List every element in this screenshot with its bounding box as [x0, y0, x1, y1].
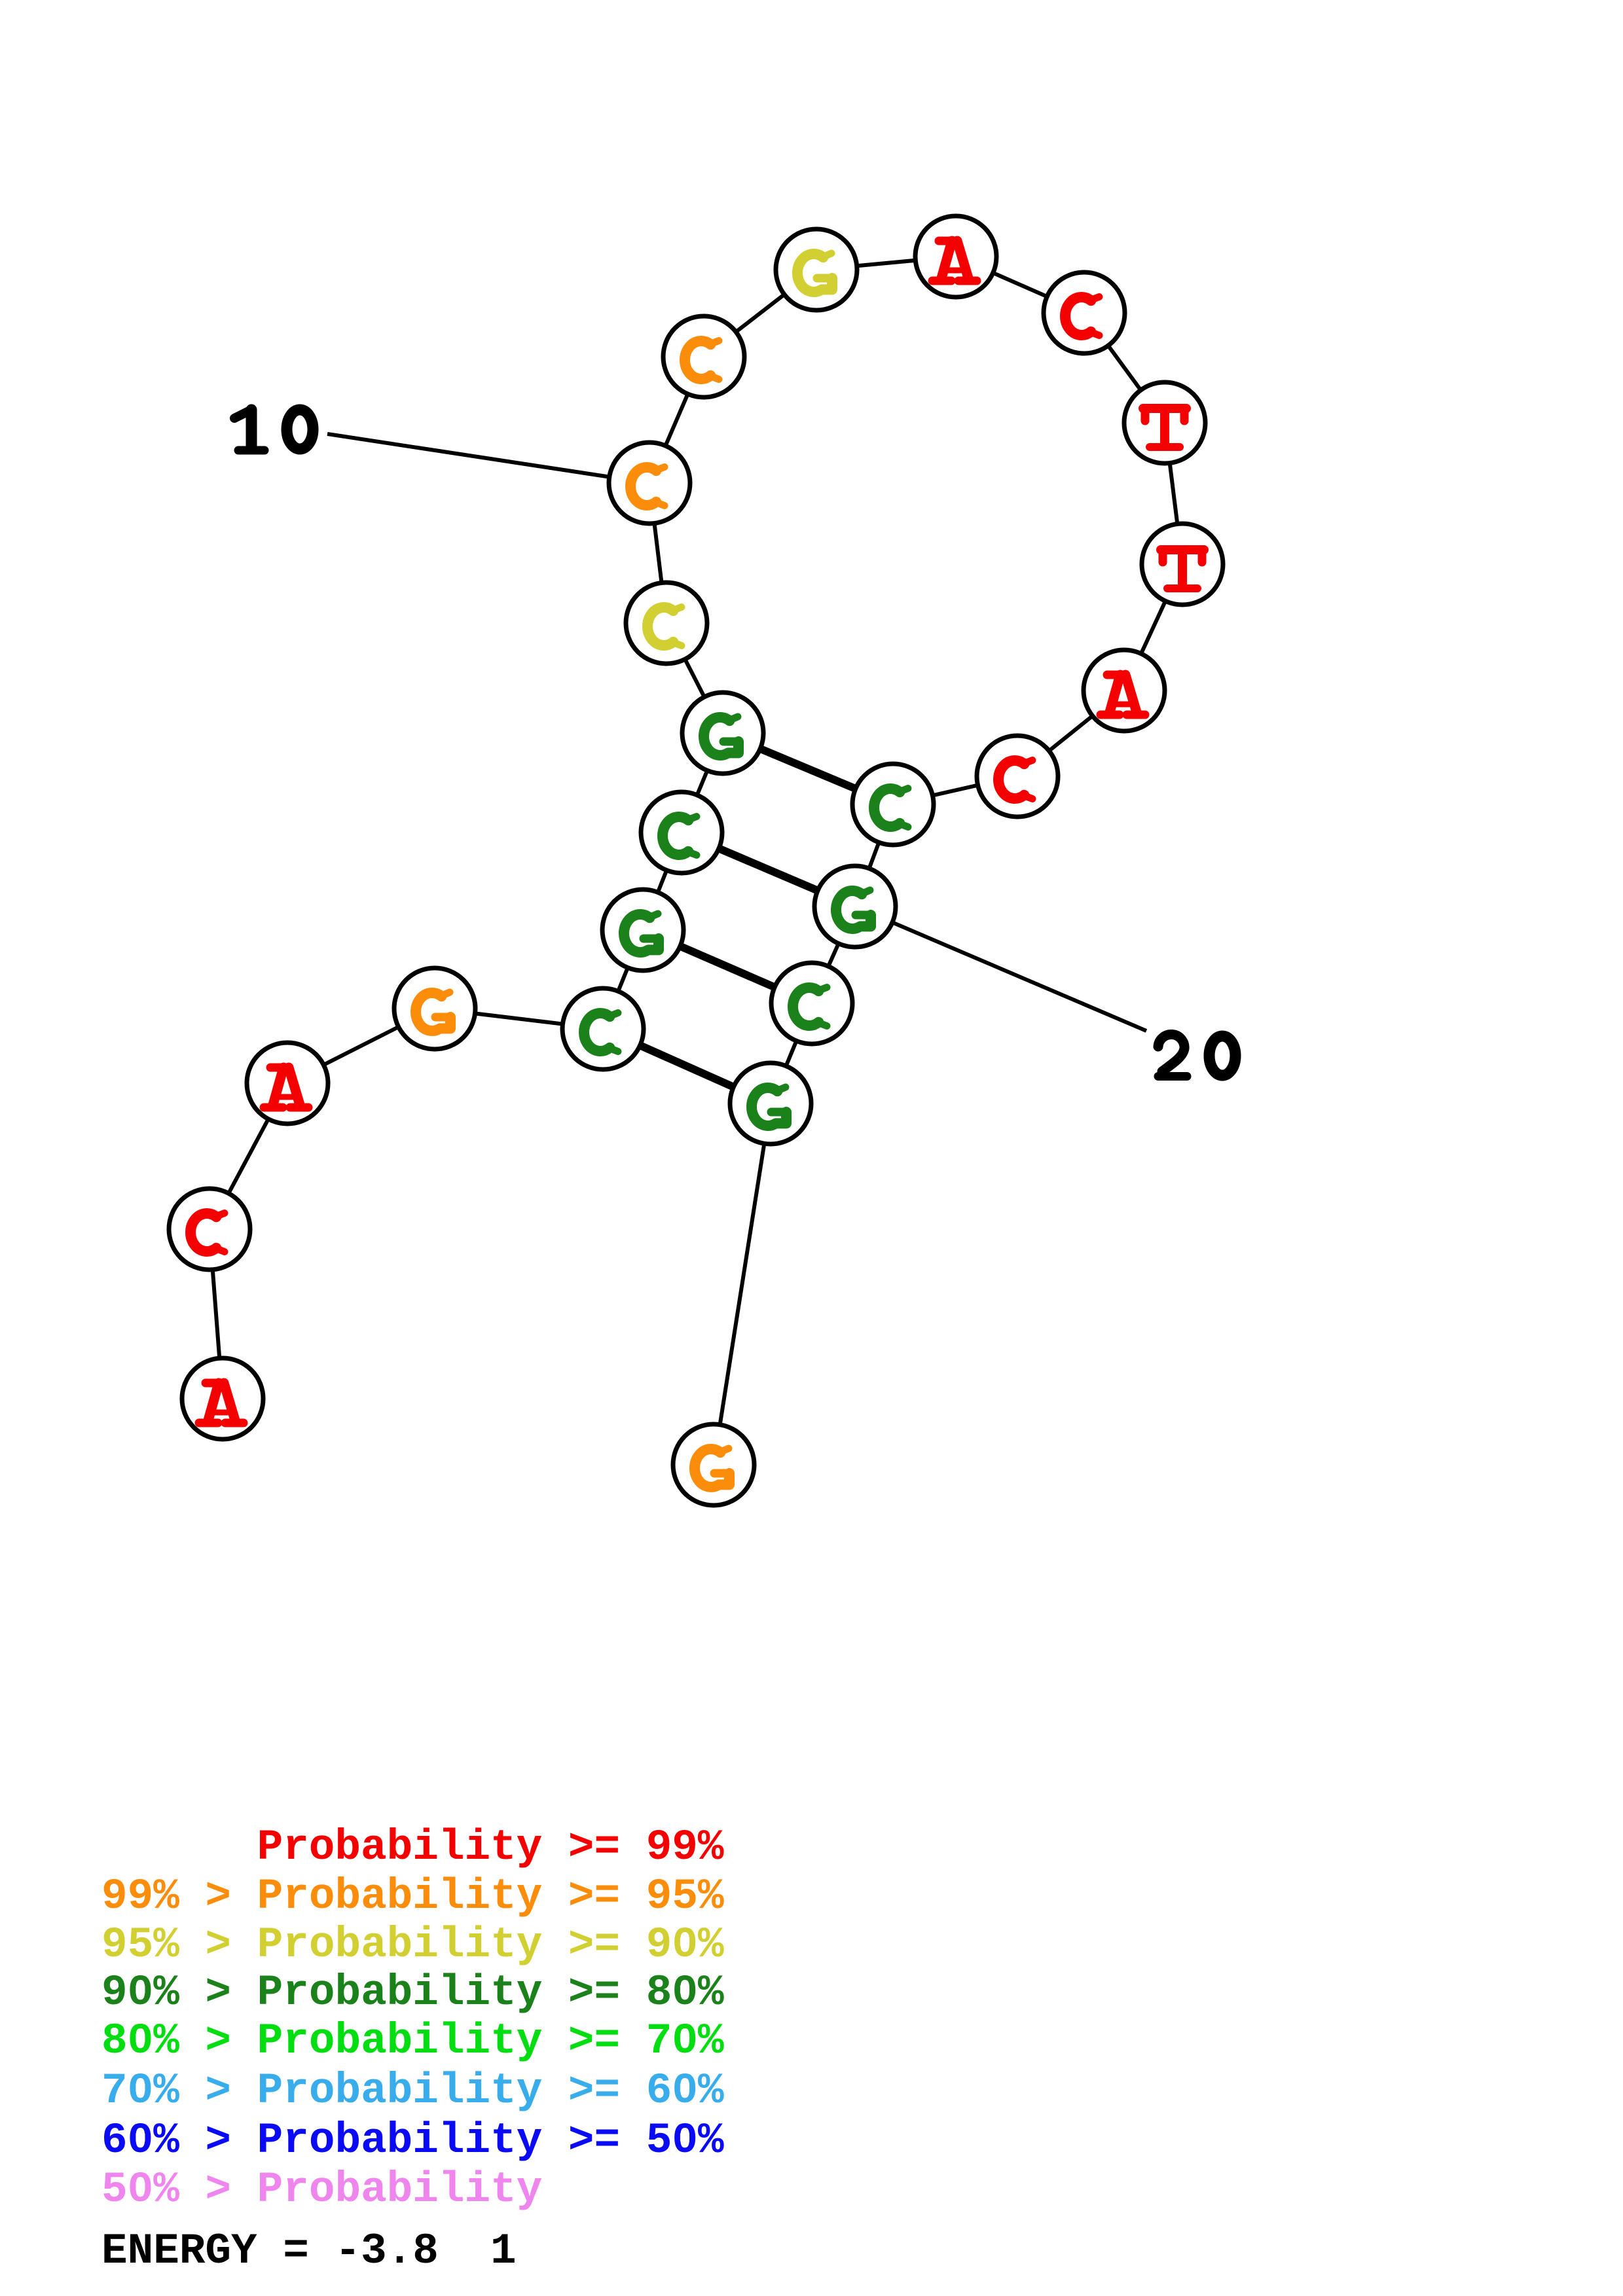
- svg-text:ENERGY = -3.8: ENERGY = -3.8: [101, 2227, 439, 2276]
- svg-text:50% > Probability: 50% > Probability: [101, 2165, 542, 2214]
- svg-text:Probability >= 99%: Probability >= 99%: [257, 1823, 724, 1872]
- svg-text:60% > Probability >= 50%: 60% > Probability >= 50%: [101, 2116, 724, 2165]
- svg-text:70% > Probability >= 60%: 70% > Probability >= 60%: [101, 2066, 724, 2115]
- svg-text:95% > Probability >= 90%: 95% > Probability >= 90%: [101, 1920, 724, 1969]
- svg-text:80% > Probability >= 70%: 80% > Probability >= 70%: [101, 2017, 724, 2066]
- svg-text:99% > Probability >= 95%: 99% > Probability >= 95%: [101, 1872, 724, 1921]
- svg-text:1: 1: [490, 2227, 517, 2276]
- svg-text:90% > Probability >= 80%: 90% > Probability >= 80%: [101, 1968, 724, 2017]
